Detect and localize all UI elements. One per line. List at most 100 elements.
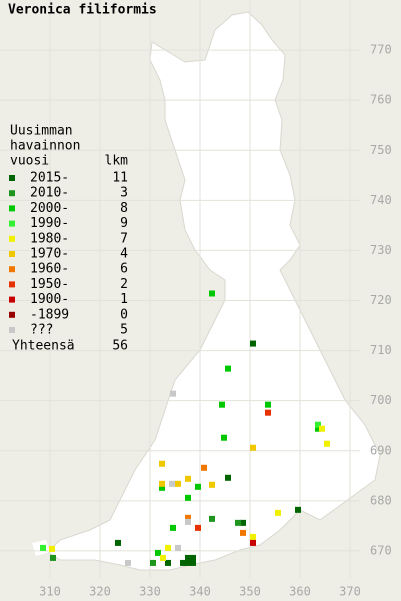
legend-count: 7: [120, 231, 128, 246]
legend-heading: havainnon: [10, 139, 80, 154]
legend-heading: vuosi: [10, 154, 49, 169]
observation-point: [159, 480, 165, 487]
observation-point: [185, 518, 191, 525]
observation-point: [209, 515, 215, 522]
observation-point: [265, 401, 271, 408]
observation-point: [219, 401, 225, 408]
legend-label: 1990-: [30, 216, 69, 231]
observation-point: [165, 544, 171, 551]
observation-point: [150, 559, 156, 566]
y-tick-label: 770: [370, 43, 392, 57]
observation-point: [275, 509, 281, 516]
observation-point: [50, 554, 56, 561]
observation-point: [225, 365, 231, 372]
observation-point: [115, 539, 121, 546]
y-tick-label: 720: [370, 293, 392, 307]
y-tick-label: 670: [370, 543, 392, 557]
observation-point: [170, 390, 176, 397]
observation-point: [324, 440, 330, 447]
observation-point: [315, 421, 321, 428]
legend-count: 6: [120, 262, 128, 277]
observation-point: [175, 480, 181, 487]
x-tick-label: 350: [239, 585, 261, 599]
legend-swatch: [9, 296, 15, 303]
observation-point: [250, 340, 256, 347]
observation-point: [49, 545, 55, 552]
y-tick-label: 700: [370, 393, 392, 407]
observation-point: [185, 475, 191, 482]
observation-point: [185, 514, 191, 521]
legend-swatch: [9, 175, 15, 181]
y-tick-label: 690: [370, 443, 392, 457]
x-tick-label: 320: [89, 585, 111, 599]
legend-heading: Uusimman: [10, 124, 73, 139]
legend-label: 1980-: [30, 231, 69, 246]
observation-point: [250, 533, 256, 540]
observation-point: [319, 425, 325, 432]
legend-swatch: [9, 205, 15, 212]
observation-point: [169, 480, 175, 487]
observation-point: [209, 290, 215, 297]
observation-point: [159, 460, 165, 467]
observation-point: [195, 483, 201, 490]
legend-count: 5: [120, 323, 128, 338]
legend-count: 3: [120, 186, 128, 201]
legend-label: ???: [30, 323, 53, 338]
legend-count: 8: [120, 201, 128, 216]
x-tick-label: 370: [339, 585, 361, 599]
legend-label: -1899: [30, 307, 69, 322]
legend-label: 1900-: [30, 292, 69, 307]
legend-swatch: [9, 220, 15, 227]
legend-count: 0: [120, 307, 128, 322]
y-tick-label: 750: [370, 143, 392, 157]
observation-point: [235, 519, 241, 526]
observation-point: [240, 529, 246, 536]
x-tick-label: 340: [189, 585, 211, 599]
legend-label: 2000-: [30, 201, 69, 216]
observation-point: [40, 544, 46, 551]
legend-label: 2015-: [30, 171, 69, 186]
legend-swatch: [9, 281, 15, 288]
y-tick-label: 760: [370, 93, 392, 107]
y-tick-label: 710: [370, 343, 392, 357]
observation-point: [315, 425, 321, 432]
legend-label: 1960-: [30, 262, 69, 277]
y-tick-label: 680: [370, 493, 392, 507]
observation-point: [155, 549, 161, 556]
legend-count: 9: [120, 216, 128, 231]
legend-swatch: [9, 235, 15, 242]
legend-swatch: [9, 251, 15, 257]
observation-point: [185, 554, 191, 561]
legend-swatch: [9, 190, 15, 197]
observation-point: [190, 559, 196, 566]
observation-point: [221, 434, 227, 441]
x-tick-label: 310: [39, 585, 61, 599]
observation-point: [190, 554, 196, 561]
observation-point: [185, 559, 191, 566]
observation-point: [250, 539, 256, 546]
observation-point: [180, 559, 186, 566]
legend-count-header: lkm: [105, 154, 129, 169]
observation-point: [165, 559, 171, 566]
observation-point: [265, 409, 271, 416]
legend-label: 2010-: [30, 186, 69, 201]
x-tick-label: 330: [139, 585, 161, 599]
legend-count: 4: [120, 247, 128, 262]
legend-swatch: [9, 266, 15, 273]
legend-total-label: Yhteensä: [12, 339, 75, 354]
observation-point: [170, 524, 176, 531]
observation-point: [125, 559, 131, 566]
y-tick-label: 740: [370, 193, 392, 207]
y-tick-label: 730: [370, 243, 392, 257]
title: Veronica filiformis: [8, 3, 157, 18]
legend-count: 11: [112, 171, 128, 186]
legend-count: 1: [120, 292, 128, 307]
observation-point: [295, 506, 301, 513]
legend-swatch: [9, 327, 15, 333]
observation-point: [195, 524, 201, 531]
grid: 310 320 330 340 350 3 6 0 370 670 680 690 700 710 720 7…: [0, 0, 392, 599]
legend-count: 2: [120, 277, 128, 292]
observation-point: [250, 444, 256, 451]
